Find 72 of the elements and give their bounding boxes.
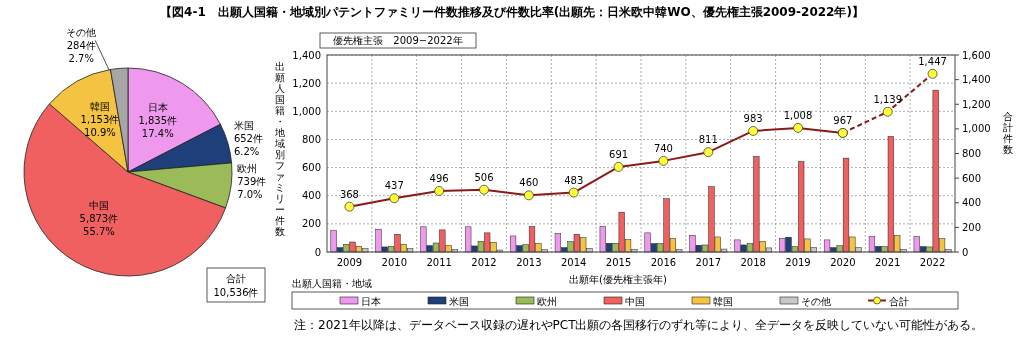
data-label: 1,008 — [783, 109, 813, 121]
y2-tick-label: 1,200 — [962, 98, 991, 110]
data-label: 1,139 — [873, 93, 903, 105]
slice-label: 韓国 — [89, 101, 110, 113]
chart-title: 【図4-1 出願人国籍・地域別パテントファミリー件数推移及び件数比率(出願先：日米欧中韓WO、優先権主張2009-2022年)】 — [160, 5, 864, 19]
x-tick-label: 2020 — [830, 257, 856, 268]
text: 注：2021年以降は、データベース収録の遅れやPCT出願の各国移行のずれ等により、全データを反映していない可能性がある。 — [294, 318, 984, 332]
x-tick-label: 2012 — [471, 257, 497, 268]
data-label: 739件 7.0% — [237, 175, 267, 200]
data-label: 740 — [653, 142, 673, 154]
legend-label: 日本 — [361, 295, 381, 307]
y-tick-label: 200 — [301, 218, 321, 230]
slice-label: 中国 — [88, 200, 109, 212]
legend-title: 出願人国籍・地域 — [292, 278, 372, 289]
y2-axis-title: 合計件数 — [1003, 111, 1013, 155]
x-tick-label: 2018 — [740, 257, 766, 268]
x-tick-label: 2014 — [560, 257, 587, 268]
legend-label: 欧州 — [537, 295, 557, 307]
data-label: 483 — [564, 174, 584, 186]
slice-label: その他 — [66, 27, 97, 39]
x-tick-label: 2010 — [381, 257, 408, 268]
text: 出願人国籍・地域別ファミリー件数 — [275, 61, 285, 237]
data-label: 496 — [429, 172, 449, 184]
data-label: 967 — [833, 114, 853, 126]
data-label: 691 — [609, 148, 629, 160]
legend-label: その他 — [801, 295, 831, 307]
y-tick-label: 600 — [301, 162, 321, 174]
x-tick-label: 2019 — [785, 257, 811, 268]
x-tick-label: 2017 — [695, 257, 722, 268]
y-tick-label: 400 — [301, 190, 321, 202]
text: 合計 10,536件 — [213, 273, 259, 298]
slice-label: 日本 — [147, 102, 168, 114]
slice-label: 欧州 — [237, 162, 258, 174]
chart-subtitle: 優先権主張 2009−2022年 — [333, 35, 463, 46]
data-label: 437 — [384, 180, 404, 192]
y-tick-label: 1,200 — [292, 77, 321, 89]
data-label: 460 — [519, 177, 539, 189]
data-label: 5,873件 55.7% — [79, 213, 119, 238]
data-label: 1,153件 10.9% — [80, 114, 120, 139]
data-label: 652件 6.2% — [233, 133, 263, 158]
y2-tick-label: 1,600 — [962, 49, 991, 61]
x-tick-label: 2021 — [874, 257, 901, 268]
legend-label: 米国 — [449, 295, 469, 307]
x-tick-label: 2009 — [336, 257, 363, 268]
y2-tick-label: 200 — [962, 221, 982, 233]
legend-label: 合計 — [889, 295, 909, 307]
y2-tick-label: 400 — [962, 197, 982, 209]
data-label: 1,835件 17.4% — [138, 115, 178, 140]
data-label: 1,447 — [918, 55, 947, 67]
y-tick-label: 1,000 — [292, 105, 321, 117]
legend-label: 韓国 — [713, 295, 733, 307]
x-tick-label: 2015 — [605, 257, 632, 268]
x-tick-label: 2016 — [650, 257, 677, 268]
y2-tick-label: 1,000 — [962, 123, 991, 135]
y-tick-label: 0 — [314, 246, 321, 258]
data-label: 506 — [474, 171, 494, 183]
y-tick-label: 800 — [301, 133, 321, 145]
data-label: 983 — [743, 112, 763, 124]
y2-tick-label: 0 — [962, 246, 969, 258]
x-tick-label: 2011 — [426, 257, 452, 268]
y2-tick-label: 800 — [962, 148, 982, 159]
x-tick-label: 2013 — [516, 257, 542, 268]
legend-label: 中国 — [625, 295, 645, 307]
x-axis-title: 出願年(優先権主張年) — [569, 274, 667, 285]
data-label: 284件 2.7% — [66, 40, 96, 65]
data-label: 811 — [698, 134, 718, 146]
y-tick-label: 1,400 — [292, 49, 321, 61]
y2-tick-label: 600 — [962, 172, 982, 184]
y2-tick-label: 1,400 — [962, 74, 991, 86]
slice-label: 米国 — [233, 120, 254, 132]
data-label: 368 — [339, 188, 359, 200]
x-tick-label: 2022 — [919, 257, 946, 268]
